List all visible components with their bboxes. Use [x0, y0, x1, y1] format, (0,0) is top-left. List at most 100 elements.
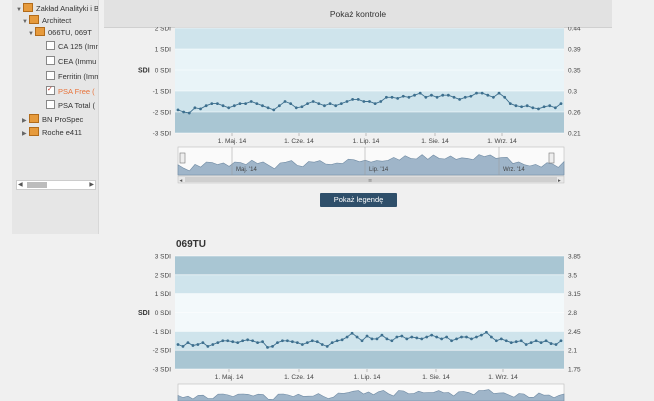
data-point	[277, 104, 281, 108]
data-point	[261, 340, 264, 344]
data-point	[216, 102, 219, 105]
data-point	[458, 98, 462, 101]
checkbox[interactable]	[46, 71, 55, 80]
tree-node-psa-total[interactable]: PSA Total (	[46, 100, 95, 112]
data-point	[435, 95, 439, 99]
tree-node-root[interactable]: ▼ Zakład Analityki i B	[16, 3, 98, 15]
navigator-handle-right	[548, 152, 555, 164]
controls-header[interactable]: Pokaż kontrole	[104, 0, 612, 28]
y-right-tick-label: 2.8	[568, 310, 577, 317]
data-point	[514, 340, 518, 344]
navigator-area	[177, 389, 565, 401]
scroll-thumb[interactable]	[27, 182, 47, 188]
data-point	[445, 335, 448, 339]
data-point	[520, 105, 523, 109]
y-left-tick-label: -2 SDI	[153, 348, 172, 355]
data-point	[524, 343, 528, 346]
y-axis-title: SDI	[138, 68, 150, 75]
header-title: Pokaż kontrole	[329, 9, 387, 19]
data-point	[390, 339, 394, 343]
data-point	[539, 341, 543, 345]
data-point	[310, 339, 314, 343]
tree-node-ferritin[interactable]: Ferritin (Imm	[46, 71, 98, 83]
x-tick-label: 1. Sie. 14	[421, 138, 449, 145]
y-right-tick-label: 3.5	[568, 272, 577, 279]
expand-icon[interactable]: ▼	[28, 31, 34, 37]
y-right-tick-label: 0.39	[568, 47, 581, 54]
y-left-tick-label: -3 SDI	[153, 367, 172, 374]
y-right-tick-label: 0.3	[568, 89, 577, 96]
data-point	[330, 341, 334, 345]
folder-icon	[29, 127, 39, 136]
data-point	[289, 102, 293, 105]
data-point	[271, 345, 274, 348]
checkbox[interactable]	[46, 41, 55, 50]
tree-node-bn-prospec[interactable]: ▶ BN ProSpec	[22, 114, 83, 126]
show-legend-button[interactable]: Pokaż legendę	[320, 193, 397, 207]
tree-node-cea[interactable]: CEA (Immu	[46, 56, 96, 68]
data-point	[407, 95, 411, 99]
data-point	[317, 102, 321, 105]
y-left-tick-label: -2 SDI	[153, 110, 172, 117]
scroll-left-icon[interactable]: ◀	[18, 182, 23, 188]
data-point	[334, 104, 338, 108]
data-point	[446, 93, 450, 97]
data-point	[241, 339, 245, 343]
data-point	[534, 339, 538, 343]
data-point	[384, 95, 388, 99]
data-point	[537, 107, 540, 111]
y-right-tick-label: 3.15	[568, 291, 581, 298]
data-point	[401, 94, 405, 98]
collapse-icon[interactable]: ▶	[22, 118, 27, 124]
y-right-tick-label: 0.26	[568, 110, 581, 117]
data-point	[418, 91, 422, 95]
checkbox[interactable]	[46, 100, 55, 109]
tree-node-roche[interactable]: ▶ Roche e411	[22, 127, 82, 139]
expand-icon[interactable]: ▼	[22, 19, 28, 25]
y-right-tick-label: 2.45	[568, 329, 581, 336]
checkbox[interactable]	[46, 56, 55, 65]
data-point	[370, 337, 374, 341]
data-point	[509, 341, 513, 345]
data-point	[380, 333, 384, 337]
data-point	[504, 339, 508, 343]
data-point	[514, 104, 518, 108]
expand-icon[interactable]: ▼	[16, 7, 22, 13]
chart-title: 069TU	[176, 239, 207, 250]
navigator-label: Lip. '14	[369, 167, 389, 173]
data-point	[368, 100, 371, 103]
y-right-tick-label: 3.85	[568, 254, 581, 261]
data-point	[232, 104, 236, 108]
tree-node-psa-free[interactable]: PSA Free (	[46, 84, 95, 98]
tree-horizontal-scrollbar[interactable]: ◀ ▶	[16, 180, 96, 190]
data-point	[300, 343, 304, 346]
y-left-tick-label: -3 SDI	[153, 131, 172, 138]
scroll-right-icon[interactable]: ▶	[89, 182, 94, 188]
collapse-icon[interactable]: ▶	[22, 131, 27, 137]
data-point	[559, 102, 563, 105]
data-point	[548, 104, 552, 108]
data-point	[226, 339, 230, 343]
data-point	[182, 110, 186, 114]
y-left-tick-label: -1 SDI	[153, 329, 172, 336]
data-point	[266, 345, 269, 349]
x-tick-label: 1. Cze. 14	[284, 138, 314, 145]
data-point	[244, 102, 247, 105]
data-point	[480, 91, 484, 95]
checkbox-checked[interactable]	[46, 84, 55, 96]
data-point	[544, 339, 548, 343]
tree-panel: ▼ Zakład Analityki i B ▼ Architect ▼ 066TU,…	[12, 0, 99, 234]
sdi-band	[175, 28, 564, 49]
data-point	[204, 104, 208, 108]
scroll-grip-icon: ≡	[368, 178, 372, 184]
tree-node-architect[interactable]: ▼ Architect	[22, 15, 71, 27]
data-point	[441, 93, 445, 97]
y-axis-title: SDI	[138, 310, 150, 317]
data-point	[519, 339, 523, 343]
data-point	[176, 108, 180, 112]
tree-node-066tu[interactable]: ▼ 066TU, 069T	[28, 27, 92, 39]
tree-node-ca125[interactable]: CA 125 (Imm	[46, 41, 98, 53]
navigator-label: Maj. '14	[236, 167, 257, 173]
y-left-tick-label: 0 SDI	[155, 68, 171, 75]
data-point	[295, 341, 299, 345]
